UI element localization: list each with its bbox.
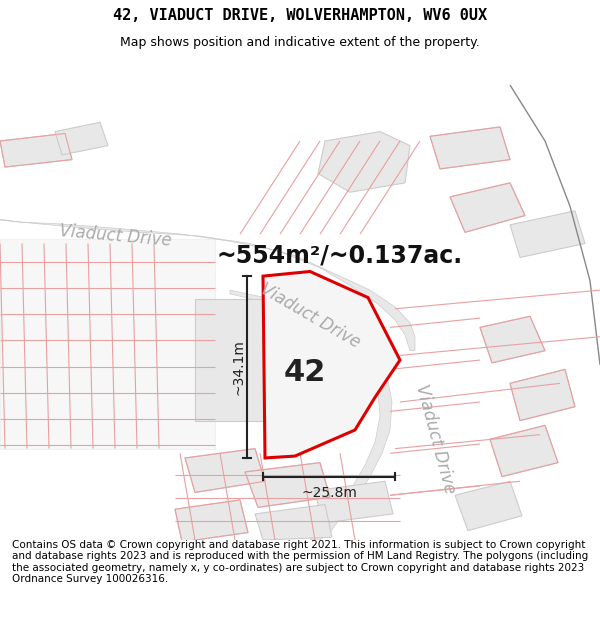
Text: 42, VIADUCT DRIVE, WOLVERHAMPTON, WV6 0UX: 42, VIADUCT DRIVE, WOLVERHAMPTON, WV6 0U… <box>113 8 487 22</box>
Polygon shape <box>480 316 545 363</box>
Polygon shape <box>195 299 295 421</box>
Polygon shape <box>175 500 248 542</box>
Polygon shape <box>450 183 525 232</box>
Polygon shape <box>490 426 558 477</box>
Polygon shape <box>55 122 108 155</box>
Text: Contains OS data © Crown copyright and database right 2021. This information is : Contains OS data © Crown copyright and d… <box>12 539 588 584</box>
Text: Map shows position and indicative extent of the property.: Map shows position and indicative extent… <box>120 36 480 49</box>
Polygon shape <box>315 481 393 523</box>
Polygon shape <box>0 134 72 167</box>
Polygon shape <box>0 219 415 351</box>
Polygon shape <box>245 462 330 508</box>
Polygon shape <box>455 481 522 531</box>
Text: ~25.8m: ~25.8m <box>301 486 357 501</box>
Polygon shape <box>263 271 400 458</box>
Text: 42: 42 <box>284 357 326 387</box>
Text: Viaduct Drive: Viaduct Drive <box>58 222 172 250</box>
Polygon shape <box>318 132 410 192</box>
Polygon shape <box>0 239 215 449</box>
Text: ~554m²/~0.137ac.: ~554m²/~0.137ac. <box>217 244 463 268</box>
Text: Viaduct Drive: Viaduct Drive <box>257 280 363 352</box>
Polygon shape <box>185 449 265 493</box>
Polygon shape <box>510 211 585 258</box>
Polygon shape <box>510 369 575 421</box>
Text: Viaduct Drive: Viaduct Drive <box>412 382 458 496</box>
Polygon shape <box>230 290 392 540</box>
Polygon shape <box>255 504 332 540</box>
Text: ~34.1m: ~34.1m <box>232 339 246 395</box>
Polygon shape <box>430 127 510 169</box>
Polygon shape <box>295 356 345 392</box>
